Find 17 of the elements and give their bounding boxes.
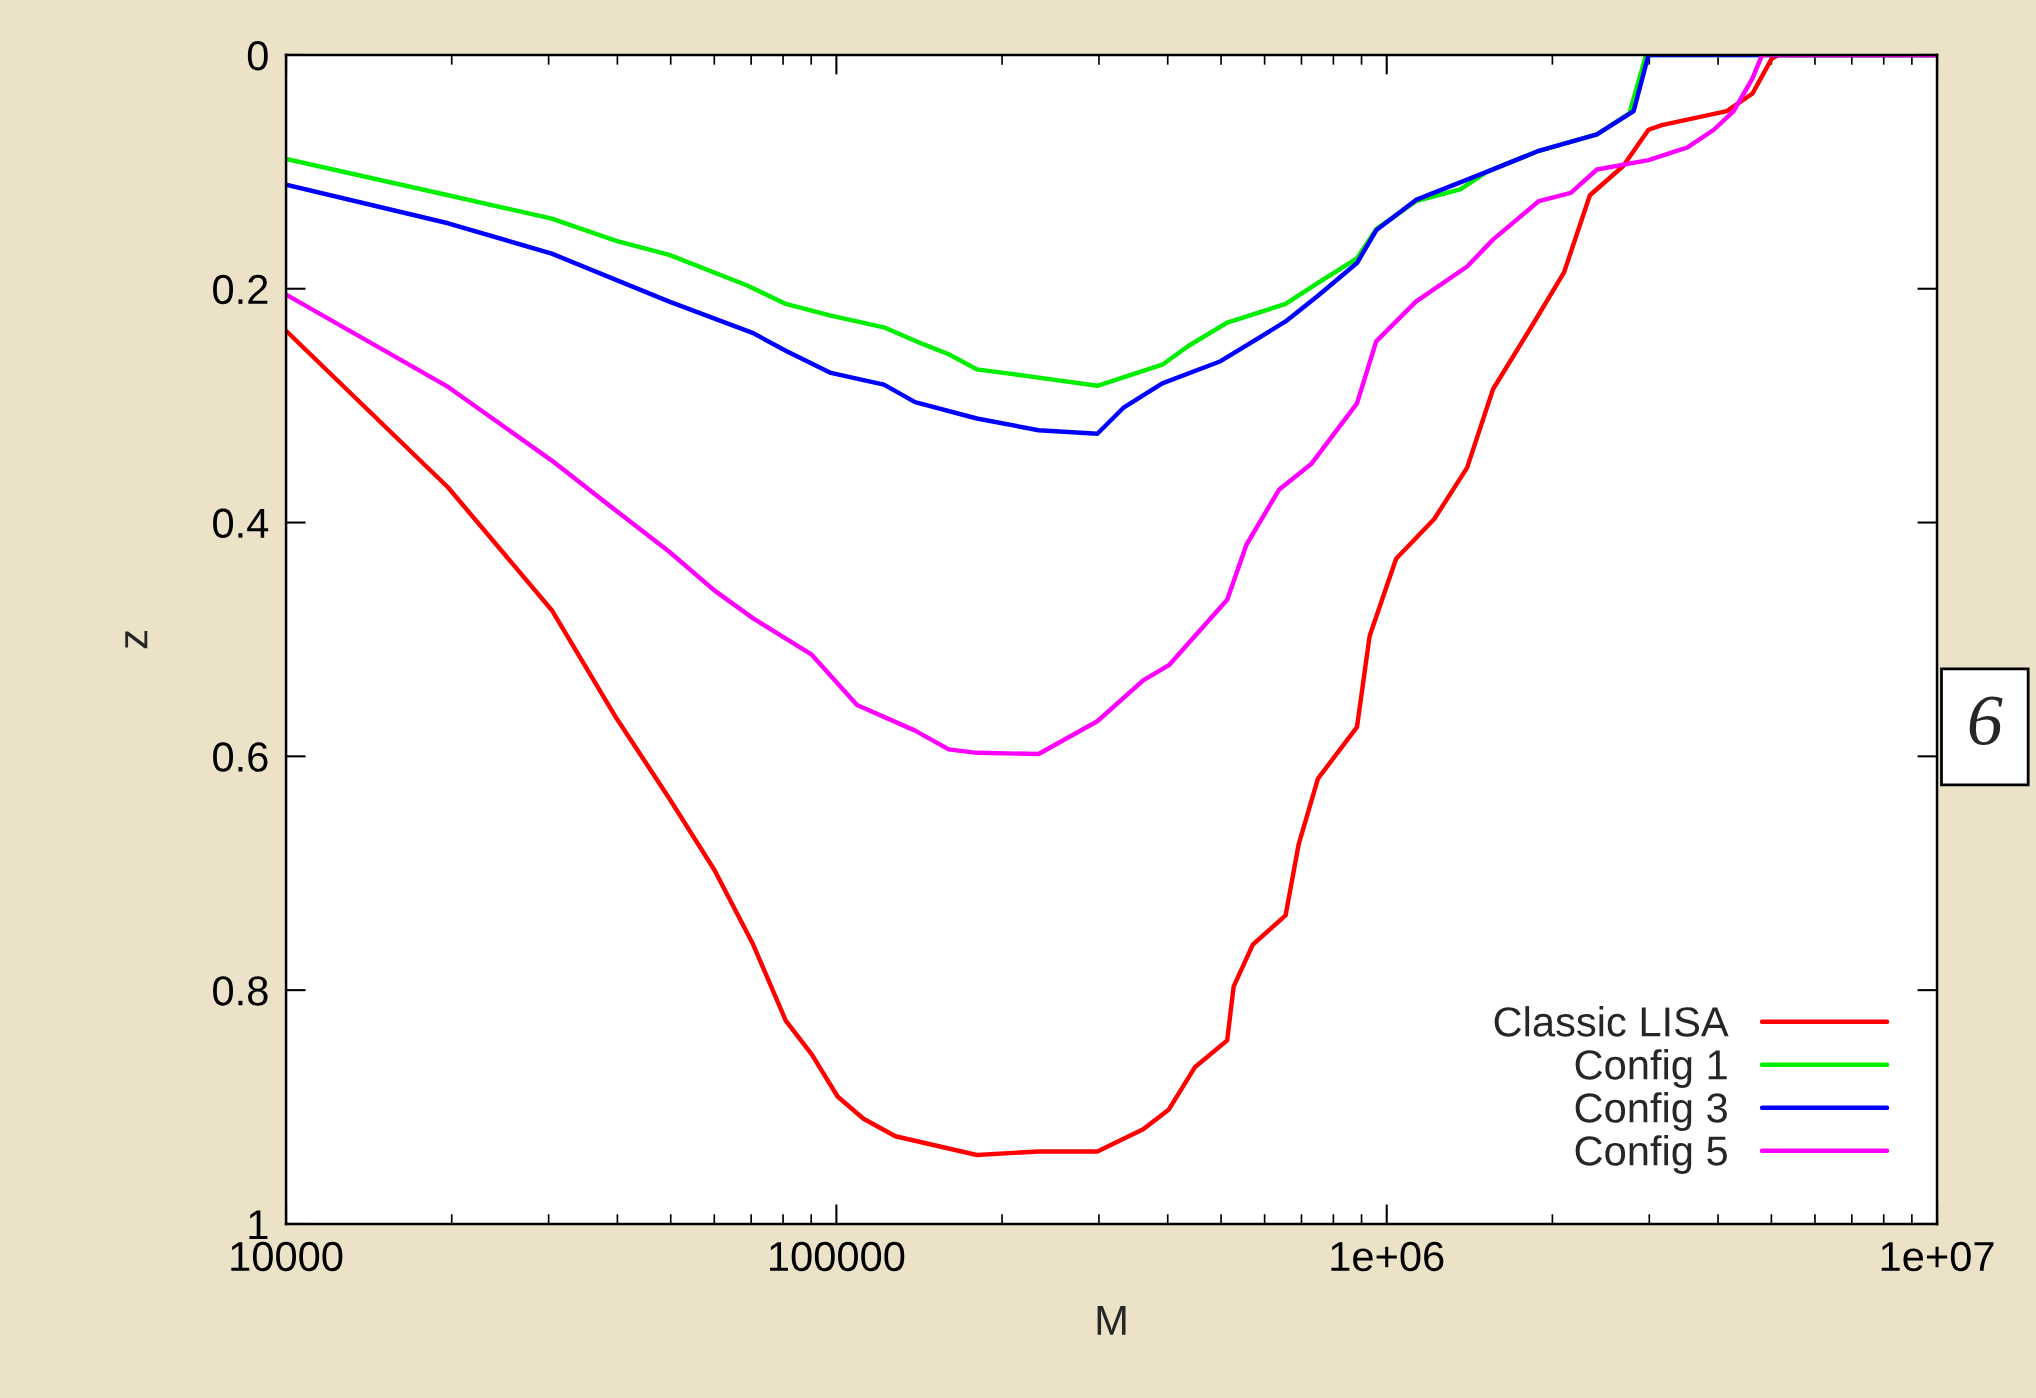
- text: 6: [1969, 696, 2003, 746]
- legend-label: Classic LISA: [1494, 1006, 1729, 1037]
- x-tick-label: 1e+07: [1881, 1241, 1994, 1272]
- legend-label: Config 5: [1575, 1135, 1727, 1174]
- y-tick-label: 0: [247, 40, 268, 71]
- y-tick-label: 1: [249, 1210, 268, 1240]
- x-tick-label: 10000: [231, 1241, 343, 1272]
- legend-label: Config 1: [1575, 1049, 1727, 1088]
- y-tick-label: 0.6: [213, 742, 268, 772]
- x-tick-label: 100000: [770, 1241, 905, 1272]
- x-tick-label: 1e+06: [1331, 1241, 1444, 1272]
- y-tick-label: 0.8: [213, 976, 268, 1006]
- y-tick-label: 0.2: [213, 274, 268, 305]
- y-tick-label: 0.4: [213, 508, 269, 539]
- legend-label: Config 3: [1575, 1092, 1727, 1131]
- x-axis-title: M: [1097, 1305, 1126, 1335]
- y-axis-title: z: [125, 631, 148, 649]
